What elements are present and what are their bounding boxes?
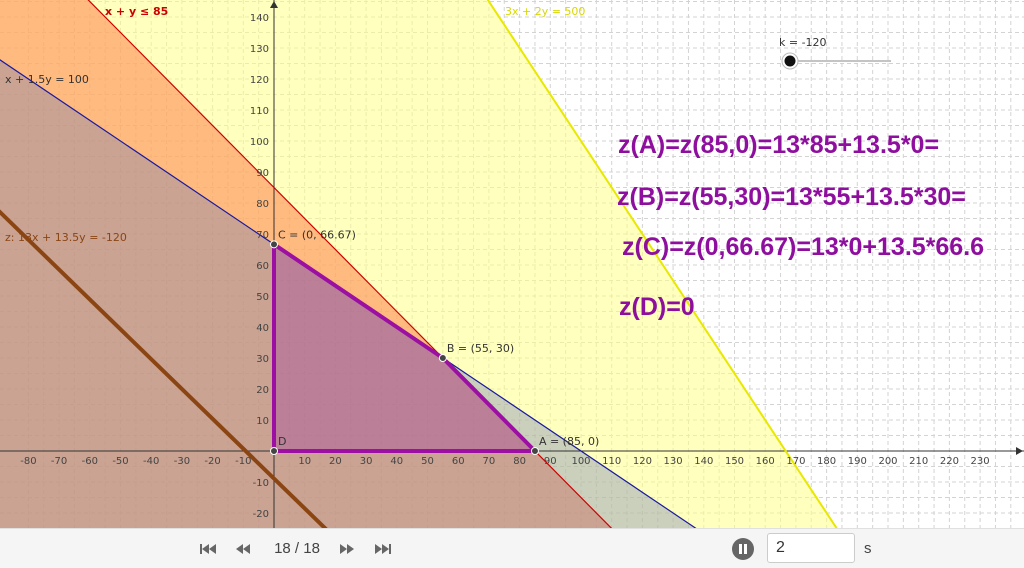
x-tick-label: 120 [633,456,652,467]
y-tick-label: 30 [256,354,269,365]
x-tick-label: 160 [756,456,775,467]
line-label-3: 3x + 2y = 500 [505,5,585,18]
x-tick-label: 200 [878,456,897,467]
y-tick-label: 80 [256,199,269,210]
speed-input[interactable] [767,533,855,563]
line-labels: x + y ≤ 85 x + 1.5y = 100 3x + 2y = 500 z: … [5,5,585,244]
x-tick-label: 30 [360,456,373,467]
x-tick-label: -30 [174,456,190,467]
x-tick-label: 50 [421,456,434,467]
x-tick-label: 20 [329,456,342,467]
line-label-4: z: 13x + 13.5y = -120 [5,231,127,244]
x-tick-label: -40 [143,456,159,467]
playback-toolbar: 18 / 18 s [0,528,1024,568]
y-tick-label: 90 [256,168,269,179]
x-tick-label: -60 [82,456,98,467]
pause-button[interactable] [732,538,754,560]
rewind-icon [236,544,250,554]
point-label: D [278,435,286,448]
line-label-1: x + y ≤ 85 [105,5,168,18]
slide-counter: 18 / 18 [274,540,320,557]
z-d-text: z(D)=0 [619,293,695,321]
y-tick-label: -20 [253,509,269,520]
x-tick-label: 100 [571,456,590,467]
next-button[interactable] [337,538,357,560]
x-tick-label: 180 [817,456,836,467]
skip-last-button[interactable] [373,538,393,560]
x-tick-label: 150 [725,456,744,467]
pause-icon [739,544,742,554]
y-tick-label: 50 [256,292,269,303]
point-1 [438,354,447,362]
skip-last-icon [375,544,391,554]
z-b-text: z(B)=z(55,30)=13*55+13.5*30= [617,183,966,211]
y-tick-label: 120 [250,75,269,86]
y-tick-label: 140 [250,13,269,24]
y-tick-label: 10 [256,416,269,427]
vertex-points: A = (85, 0) B = (55, 30) C = (0, 66.67) D [270,228,599,455]
objective-evaluations: z(A)=z(85,0)=13*85+13.5*0= z(B)=z(55,30)… [617,131,984,321]
x-tick-label: 220 [940,456,959,467]
point-0 [530,447,539,455]
point-3 [270,447,278,455]
point-label: C = (0, 66.67) [278,228,356,241]
y-tick-label: 110 [250,106,269,117]
x-tick-label: 230 [971,456,990,467]
speed-unit: s [864,540,872,557]
y-tick-label: 100 [250,137,269,148]
slider-label: k = -120 [779,36,827,49]
line-3 [486,0,838,528]
tick-labels: -80 -70 -60 -50 -40 -30 -20 -10 10 20 30 40 50 60 70 80… [20,13,989,520]
point-label: A = (85, 0) [539,435,599,448]
x-tick-label: 60 [452,456,465,467]
graph-canvas[interactable]: -80 -70 -60 -50 -40 -30 -20 -10 10 20 30 40 50 60 70 80… [0,0,1024,528]
x-axis-arrow [1016,447,1023,455]
line-label-2: x + 1.5y = 100 [5,73,89,86]
x-tick-label: -10 [235,456,251,467]
fast-forward-icon [340,544,354,554]
y-tick-label: 40 [256,323,269,334]
x-tick-label: -80 [20,456,36,467]
x-tick-label: 90 [544,456,557,467]
skip-first-button[interactable] [198,538,218,560]
x-tick-label: 80 [513,456,526,467]
y-tick-label: 60 [256,261,269,272]
z-a-text: z(A)=z(85,0)=13*85+13.5*0= [618,131,939,159]
y-tick-label: 20 [256,385,269,396]
x-tick-label: 70 [483,456,496,467]
x-tick-label: -70 [51,456,67,467]
x-tick-label: 190 [848,456,867,467]
z-c-text: z(C)=z(0,66.67)=13*0+13.5*66.6 [622,233,984,261]
y-tick-label: -10 [253,478,269,489]
x-tick-label: 10 [298,456,311,467]
point-label: B = (55, 30) [447,342,514,355]
x-tick-label: 210 [909,456,928,467]
x-tick-label: -50 [112,456,128,467]
line-4 [0,209,328,528]
x-tick-label: 170 [786,456,805,467]
slider-handle[interactable] [784,55,796,67]
x-tick-label: 140 [694,456,713,467]
point-2 [270,240,278,249]
slider-k[interactable]: k = -120 [779,36,891,70]
y-tick-label: 130 [250,44,269,55]
previous-button[interactable] [233,538,253,560]
line-1 [87,0,613,528]
x-tick-label: 130 [664,456,683,467]
y-axis-arrow [270,1,278,8]
y-tick-label: 70 [256,230,269,241]
x-tick-label: 40 [390,456,403,467]
x-tick-label: 110 [602,456,621,467]
skip-first-icon [200,544,216,554]
x-tick-label: -20 [204,456,220,467]
